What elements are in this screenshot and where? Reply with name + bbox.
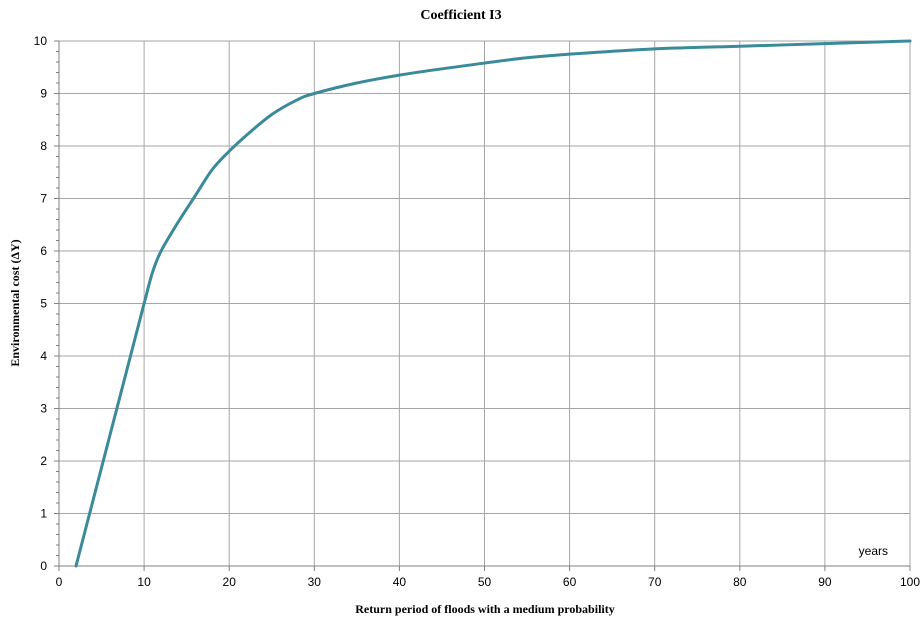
y-tick-label: 10 bbox=[34, 34, 48, 48]
tick-labels: 0 10 20 30 40 50 60 70 80 90 100 0 1 2 3 4 5 6 7 8 9 10 bbox=[34, 34, 921, 589]
x-axis-unit-label: years bbox=[859, 544, 888, 558]
axes bbox=[54, 40, 911, 571]
y-tick-label: 4 bbox=[40, 349, 47, 363]
x-tick-label: 60 bbox=[563, 575, 577, 589]
x-tick-label: 0 bbox=[56, 575, 63, 589]
y-tick-label: 7 bbox=[40, 192, 47, 206]
y-tick-label: 5 bbox=[40, 297, 47, 311]
x-tick-label: 10 bbox=[137, 575, 151, 589]
x-tick-label: 20 bbox=[223, 575, 237, 589]
x-tick-label: 40 bbox=[393, 575, 407, 589]
y-tick-label: 3 bbox=[40, 402, 47, 416]
series-line bbox=[74, 39, 912, 568]
y-tick-label: 6 bbox=[40, 244, 47, 258]
x-tick-label: 80 bbox=[733, 575, 747, 589]
x-tick-label: 50 bbox=[478, 575, 492, 589]
y-tick-label: 1 bbox=[40, 507, 47, 521]
grid bbox=[59, 40, 911, 566]
y-tick-label: 9 bbox=[40, 87, 47, 101]
y-tick-label: 0 bbox=[40, 559, 47, 573]
x-axis-title: Return period of floods with a medium pr… bbox=[355, 602, 614, 616]
chart-title: Coefficient I3 bbox=[420, 8, 501, 23]
x-tick-label: 90 bbox=[818, 575, 832, 589]
x-tick-label: 100 bbox=[900, 575, 920, 589]
series-layer bbox=[74, 39, 912, 568]
y-tick-label: 8 bbox=[40, 139, 47, 153]
x-tick-label: 30 bbox=[308, 575, 322, 589]
x-tick-label: 70 bbox=[648, 575, 662, 589]
y-axis-title: Environmental cost (ΔY) bbox=[8, 239, 22, 366]
y-tick-label: 2 bbox=[40, 454, 47, 468]
